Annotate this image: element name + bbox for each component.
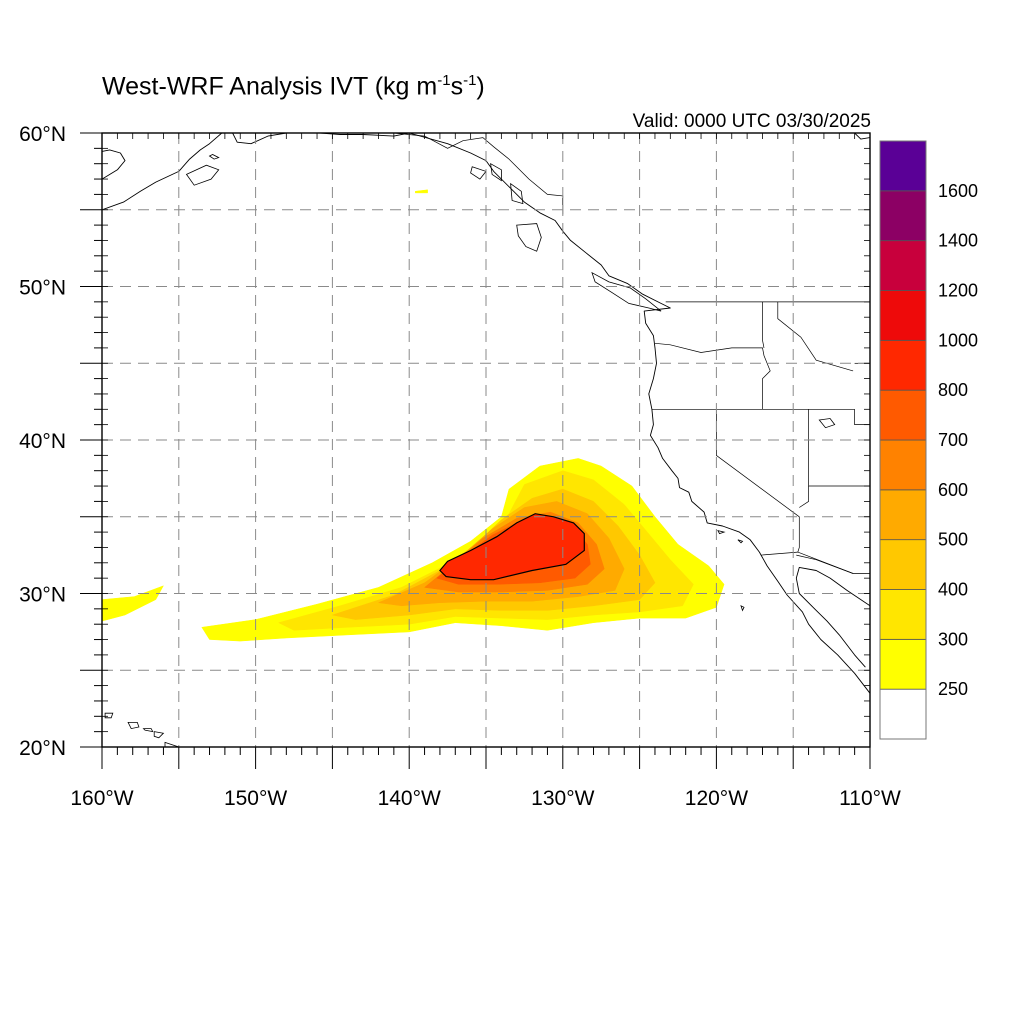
island-1 [516,223,542,252]
island-0 [185,164,220,186]
latitude-labels: 60°N 50°N 40°N 30°N 20°N [19,123,66,760]
coastline-6 [854,133,870,140]
border-12 [796,554,854,574]
island-15 [818,418,836,429]
colorbar-box [879,638,927,690]
island-14 [740,605,745,612]
coastline-0 [409,133,870,694]
border-5 [654,342,771,410]
lon-label: 150°W [224,787,287,810]
island-11 [164,741,180,747]
map-title: West-WRF Analysis IVT (kg m-1s-1) [102,72,485,101]
colorbar-frame [879,140,927,740]
valid-time-label: Valid: 0000 UTC 03/30/2025 [632,111,871,132]
lat-label: 20°N [19,737,66,760]
colorbar-box [879,539,927,590]
island-3 [490,162,502,182]
colorbar-label: 250 [938,679,968,699]
colorbar-label: 1400 [938,231,978,251]
border-0 [393,133,564,215]
colorbar-box [879,190,927,242]
colorbar-box [879,290,927,341]
colorbar-box [879,339,927,391]
lat-label: 50°N [19,277,66,300]
lat-lon-grid [102,133,870,747]
island-12 [737,539,744,544]
ivt-fill-250-8 [415,189,428,194]
island-5 [510,182,524,205]
island-8 [127,722,140,730]
coastline-3 [102,149,126,180]
colorbar: 250 300 400 500 600 700 800 1000 1200 1400 1600 [879,140,978,740]
title-superscript-1: -1 [437,72,451,89]
colorbar-box [879,389,927,441]
lon-label: 140°W [378,787,441,810]
title-end-text: ) [476,72,485,101]
colorbar-label: 800 [938,380,968,400]
island-16 [869,239,870,241]
colorbar-label: 500 [938,530,968,550]
longitude-labels: 160°W 150°W 140°W 130°W 120°W 110°W [70,787,901,810]
island-9 [142,728,154,733]
island-10 [153,731,165,739]
colorbar-label: 1000 [938,330,978,350]
colorbar-box [879,489,927,541]
colorbar-label: 700 [938,430,968,450]
ivt-contour [439,513,585,581]
island-13 [717,530,726,535]
island-6 [208,154,220,160]
lat-label: 60°N [19,123,66,146]
coastline-1 [795,566,870,668]
lat-label: 40°N [19,430,66,453]
title-mid-text: s [450,72,464,101]
map-area [101,132,871,748]
border-7 [777,301,854,372]
border-11 [799,486,809,508]
colorbar-box-below [879,688,927,740]
title-main-text: West-WRF Analysis IVT (kg m [102,72,438,101]
axis-ticks [80,132,871,769]
title-superscript-2: -1 [463,72,477,89]
colorbar-box [879,589,927,640]
colorbar-label: 1600 [938,181,978,201]
island-4 [470,166,487,180]
ivt-contour-line-0 [439,513,585,581]
lat-label: 30°N [19,584,66,607]
colorbar-box [879,140,927,192]
colorbar-label: 300 [938,629,968,649]
border-6 [762,301,765,348]
colorbar-label: 600 [938,480,968,500]
island-2 [591,271,662,312]
colorbar-box [879,439,927,491]
coastline-4 [232,133,287,145]
colorbar-label: 400 [938,580,968,600]
colorbar-label: 1200 [938,281,978,301]
colorbar-box [879,240,927,291]
ivt-fill-250-0 [102,585,164,622]
lon-label: 160°W [70,787,133,810]
lon-label: 130°W [531,787,594,810]
lon-label: 120°W [685,787,748,810]
ivt-shading [102,189,725,642]
lon-label: 110°W [839,787,901,810]
geography-lines [102,133,870,747]
